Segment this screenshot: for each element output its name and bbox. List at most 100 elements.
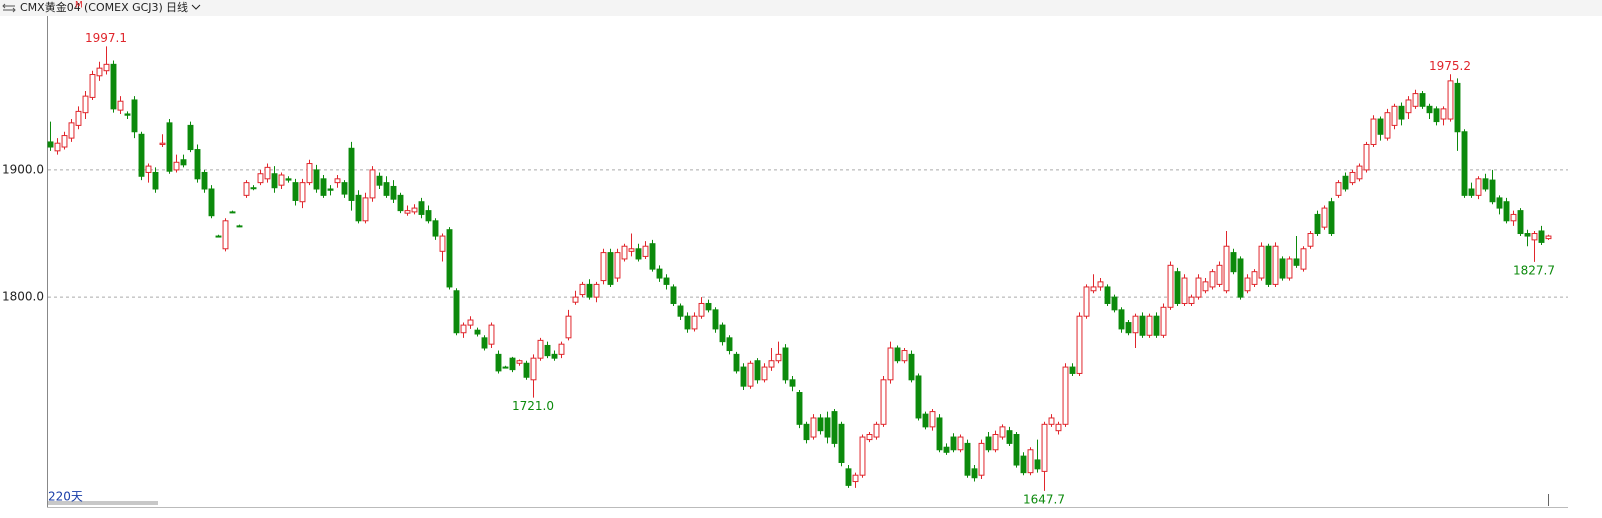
low-label: 1721.0 [512, 399, 554, 413]
candle-body [397, 194, 404, 212]
candle-body [404, 210, 411, 214]
y-tick-label: 1900.0 [2, 162, 44, 176]
candle-body [1300, 248, 1307, 270]
candle-body [719, 324, 726, 343]
candle-body [180, 159, 187, 166]
candle-body [383, 182, 390, 196]
candle-body [1188, 296, 1195, 304]
candle-body [313, 169, 320, 190]
candle-body [1104, 286, 1111, 304]
candle-body [327, 188, 334, 191]
candle-body [1132, 315, 1139, 334]
candle-body [1475, 178, 1482, 196]
candle-body [1181, 277, 1188, 304]
candle-body [1412, 93, 1419, 107]
candle-body [1377, 118, 1384, 135]
candle-body [908, 353, 915, 381]
candle-body [299, 182, 306, 203]
candle-body [1517, 210, 1524, 235]
candle-body [880, 379, 887, 425]
candle-body [824, 417, 831, 438]
candle-body [47, 141, 54, 148]
candle-body [1468, 188, 1475, 196]
candle-body [285, 178, 292, 181]
candle-body [418, 201, 425, 215]
candle-body [761, 366, 768, 381]
candle-body [173, 161, 180, 171]
candle-body [887, 347, 894, 381]
candle-body [929, 411, 936, 428]
candle-body [320, 178, 327, 196]
candle-body [208, 188, 215, 217]
candle-body [446, 229, 453, 288]
candle-body [670, 286, 677, 304]
candle-body [957, 436, 964, 451]
candle-body [481, 337, 488, 349]
candle-body [117, 100, 124, 111]
candle-body [292, 182, 299, 201]
candle-body [376, 175, 383, 186]
candle-body [201, 171, 208, 190]
candle-body [1370, 118, 1377, 145]
candle-body [684, 315, 691, 330]
candle-body [992, 433, 999, 451]
candle-body [1510, 213, 1517, 222]
candle-body [894, 347, 901, 362]
candle-body [1160, 306, 1167, 336]
candle-body [586, 283, 593, 298]
candle-body [68, 122, 75, 139]
candle-body [1398, 105, 1405, 120]
candle-body [474, 329, 481, 335]
candle-body [432, 220, 439, 237]
candle-body [1405, 99, 1412, 114]
candle-body [565, 315, 572, 339]
candle-body [306, 163, 313, 184]
candle-body [978, 442, 985, 476]
candle-body [1174, 271, 1181, 304]
candle-body [467, 319, 474, 326]
candle-body [747, 362, 754, 387]
candle-body [1251, 271, 1258, 285]
candle-body [1146, 315, 1153, 336]
candle-body [54, 142, 61, 152]
candle-body [229, 211, 236, 214]
candle-body [1139, 315, 1146, 336]
candle-body [1006, 430, 1013, 444]
candle-body [131, 99, 138, 133]
candle-body [530, 357, 537, 381]
candle-body [789, 379, 796, 387]
candle-body [642, 245, 649, 257]
period-selector[interactable]: 日线 [166, 0, 188, 14]
candle-body [243, 182, 250, 196]
dropdown-arrow[interactable] [191, 4, 201, 10]
candle-body [845, 468, 852, 486]
candle-body [1076, 315, 1083, 374]
candle-body [89, 74, 96, 98]
candle-body [1230, 252, 1237, 273]
candle-body [971, 468, 978, 479]
candle-body [257, 173, 264, 184]
candle-body [1531, 233, 1538, 241]
candle-body [75, 110, 82, 126]
candle-body [558, 343, 565, 355]
candle-body [922, 413, 929, 428]
scrollbar[interactable] [48, 501, 158, 505]
candle-body [222, 220, 229, 250]
candle-body [82, 95, 89, 114]
candle-body [1090, 286, 1097, 292]
candle-body [96, 67, 103, 77]
candle-body [334, 178, 341, 184]
candle-body [390, 185, 397, 200]
candle-body [726, 337, 733, 352]
candle-body [544, 344, 551, 357]
candle-body [551, 353, 558, 359]
candle-body [600, 252, 607, 282]
candle-body [1069, 366, 1076, 374]
candle-body [1538, 230, 1545, 243]
candle-body [460, 324, 467, 334]
y-tick-label: 1800.0 [2, 290, 44, 304]
candle-body [1118, 309, 1125, 330]
candle-body [817, 417, 824, 432]
candle-body [691, 315, 698, 330]
candle-body [915, 375, 922, 419]
